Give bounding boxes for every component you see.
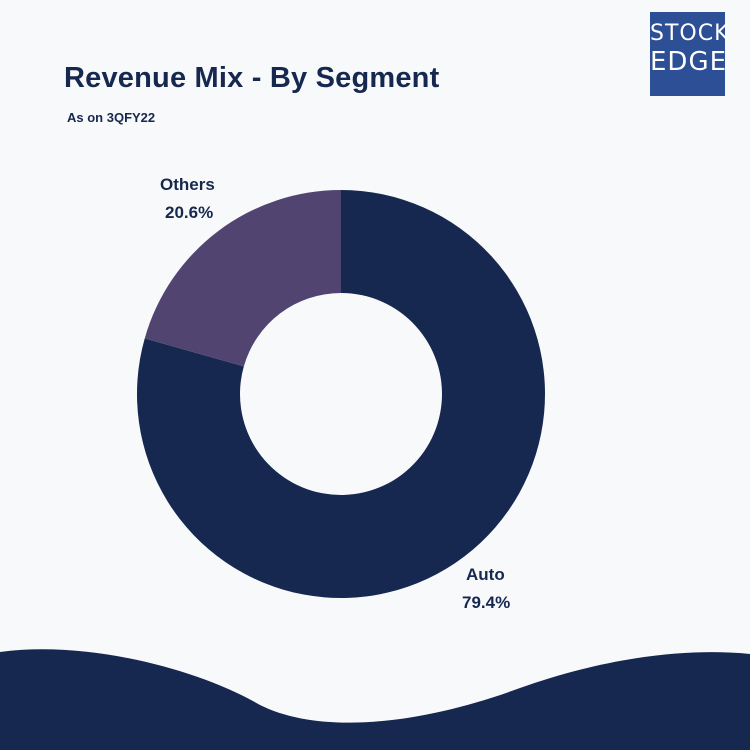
logo-line-2: EDGE bbox=[650, 47, 728, 77]
slice-label-auto: Auto bbox=[466, 565, 505, 584]
slice-label-others: Others bbox=[160, 175, 215, 194]
donut-slices bbox=[137, 190, 546, 599]
chart-subtitle: As on 3QFY22 bbox=[67, 110, 156, 125]
stockedge-logo: STOCK EDGE bbox=[650, 12, 730, 96]
donut-slice-others bbox=[144, 190, 341, 367]
logo-line-1: STOCK bbox=[650, 21, 730, 46]
slice-value-others: 20.6% bbox=[165, 203, 213, 222]
slice-value-auto: 79.4% bbox=[462, 593, 510, 612]
chart-title: Revenue Mix - By Segment bbox=[64, 62, 440, 94]
donut-slice-auto bbox=[137, 190, 546, 599]
